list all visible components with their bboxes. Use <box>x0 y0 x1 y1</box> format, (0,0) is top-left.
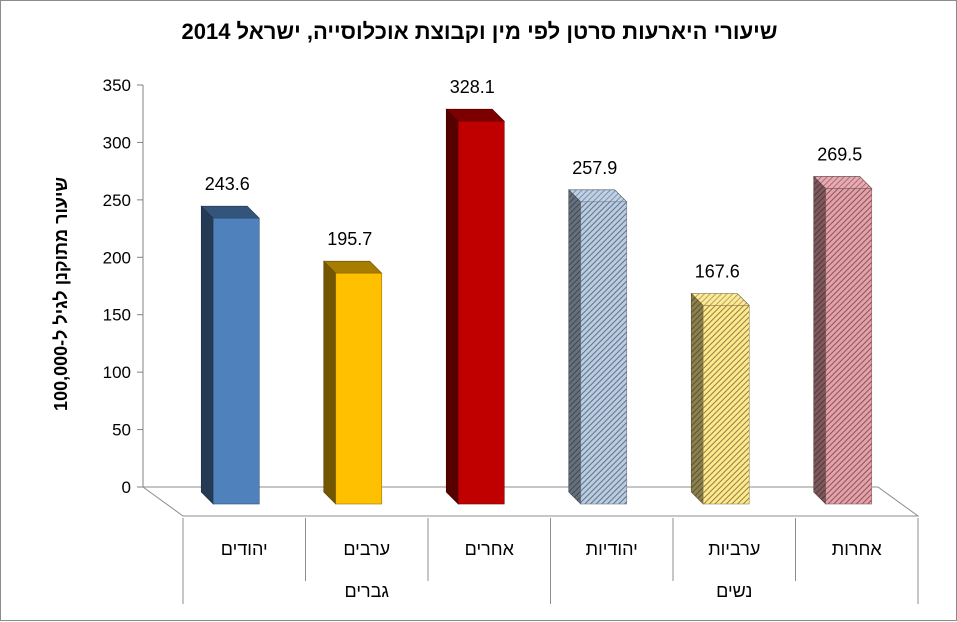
bar-side <box>323 260 337 505</box>
category-label: ערבים <box>343 539 390 559</box>
bar-side <box>445 108 459 505</box>
y-tick-label: 250 <box>103 191 131 210</box>
bar-front <box>702 305 750 505</box>
category-label: יהודיות <box>586 539 638 559</box>
bar-front <box>580 201 628 505</box>
category-label: אחרים <box>465 539 515 559</box>
y-tick-label: 100 <box>103 363 131 382</box>
bar-5 <box>690 292 750 505</box>
y-axis-label: שיעור מתוקנן לגיל ל-100,000 <box>51 177 71 411</box>
bar-3 <box>445 108 505 505</box>
category-label: אחרות <box>832 539 883 559</box>
bar-front <box>825 188 873 505</box>
category-label: ערביות <box>708 539 760 559</box>
bar-2 <box>323 260 383 505</box>
y-tick-label: 150 <box>103 306 131 325</box>
y-tick-label: 0 <box>122 478 131 497</box>
bar-6 <box>813 175 873 505</box>
y-tick-label: 200 <box>103 248 131 267</box>
bar-front <box>335 272 383 505</box>
y-tick-label: 300 <box>103 133 131 152</box>
bar-4 <box>568 189 628 505</box>
data-label: 243.6 <box>205 174 250 194</box>
data-label: 195.7 <box>327 229 372 249</box>
y-tick-label: 350 <box>103 76 131 95</box>
group-label: נשים <box>716 581 752 601</box>
bar-side <box>200 205 214 505</box>
category-label: יהודים <box>221 539 268 559</box>
data-label: 328.1 <box>450 77 495 97</box>
bar-side <box>568 189 582 505</box>
chart-title: שיעורי היארעות סרטן לפי מין וקבוצת אוכלו… <box>181 19 778 44</box>
bar-1 <box>200 205 260 505</box>
y-tick-label: 50 <box>112 421 131 440</box>
bar-front <box>212 217 260 505</box>
group-label: גברים <box>344 581 389 601</box>
data-label: 167.6 <box>695 261 740 281</box>
bar-side <box>690 292 704 505</box>
data-label: 257.9 <box>572 158 617 178</box>
data-label: 269.5 <box>817 144 862 164</box>
bar-side <box>813 175 827 505</box>
bar-front <box>457 120 505 505</box>
